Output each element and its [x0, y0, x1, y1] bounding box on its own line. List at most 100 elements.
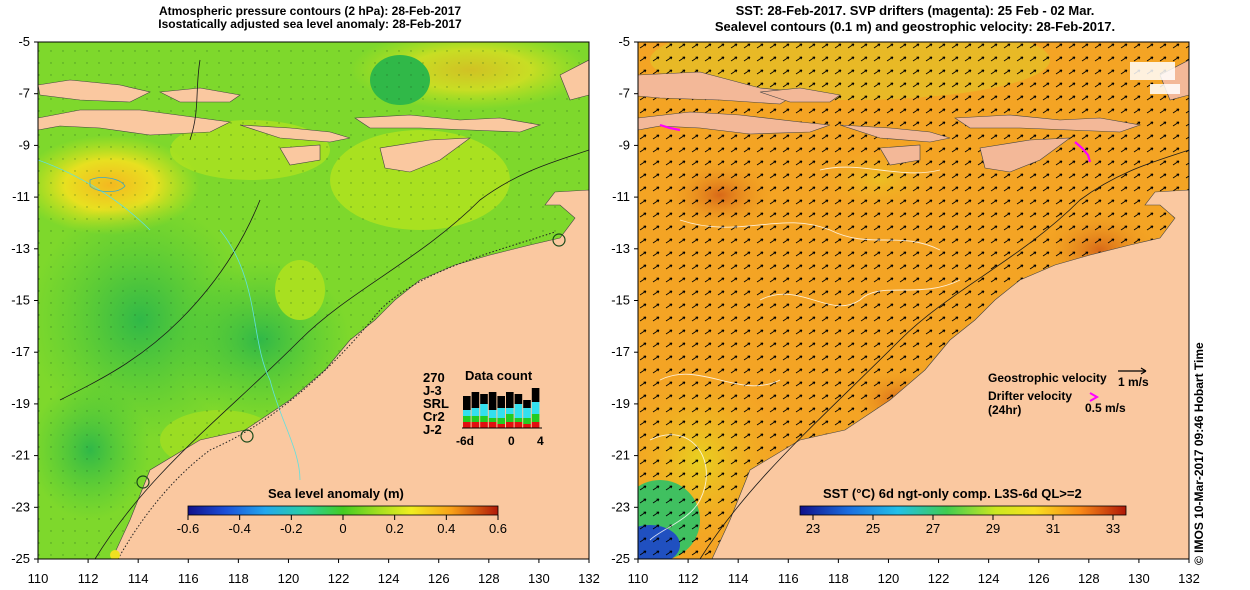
data-count-bar-segment — [506, 408, 514, 414]
right-lon-tick-label: 112 — [678, 571, 699, 586]
right-lon-tick-label: 124 — [978, 571, 1000, 586]
drifter-scale-arrow — [1089, 392, 1100, 402]
data-count-bar-segment — [514, 422, 523, 428]
right-lon-tick-label: 126 — [1028, 571, 1050, 586]
geostrophic-velocity-label: Geostrophic velocity — [988, 371, 1107, 385]
data-count-max: 270 — [423, 370, 445, 385]
data-count-bar-segment — [463, 422, 471, 428]
left-lat-tick-label: -21 — [11, 448, 30, 463]
left-lon-tick-label: 122 — [328, 571, 350, 586]
data-count-title: Data count — [465, 368, 533, 383]
data-count-bar-segment — [471, 422, 480, 428]
data-count-bar-segment — [480, 416, 488, 422]
right-lat-axis: -5 -7 -9 -11 -13 -15 -17 -19 -21 -23 -25 — [611, 34, 638, 566]
left-lat-axis: -5 -7 -9 -11 -13 -15 -17 -19 -21 -23 -25 — [11, 34, 38, 566]
left-lat-tick-label: -11 — [12, 189, 30, 204]
data-count-bar-segment — [531, 422, 540, 428]
left-lon-tick-label: 130 — [528, 571, 550, 586]
right-lat-tick-label: -11 — [612, 189, 630, 204]
data-count-bar-segment — [463, 416, 471, 422]
ssl-colorbar-tick-label: -0.4 — [228, 521, 250, 536]
geostrophic-scale-arrow — [1118, 367, 1147, 375]
data-count-bar-segment — [480, 422, 488, 428]
right-title-line2: Sealevel contours (0.1 m) and geostrophi… — [714, 19, 1116, 34]
drifter-velocity-sublabel: (24hr) — [988, 403, 1021, 417]
data-count-bar-segment — [463, 410, 471, 416]
sst-colorbar-tick-label: 27 — [926, 521, 940, 536]
data-count-bar-segment — [471, 392, 480, 408]
data-count-tick-neg6: -6d — [456, 434, 474, 448]
right-lat-tick-label: -17 — [611, 344, 630, 359]
data-count-bar-segment — [523, 408, 531, 418]
right-lat-tick-label: -9 — [618, 137, 630, 152]
sea-level-anomaly-map — [38, 42, 589, 559]
right-lon-axis: 110 112 114 116 118 120 122 124 126 128 130 132 — [628, 559, 1200, 586]
right-lon-tick-label: 114 — [728, 571, 749, 586]
left-lat-tick-label: -13 — [11, 241, 30, 256]
right-lat-tick-label: -19 — [611, 396, 630, 411]
ssl-colorbar-tick-label: -0.6 — [177, 521, 199, 536]
data-count-bar-segment — [471, 408, 480, 416]
left-lon-tick-label: 114 — [128, 571, 149, 586]
left-lat-tick-label: -23 — [11, 499, 30, 514]
drifter-scale-label: 0.5 m/s — [1085, 401, 1126, 415]
data-count-tick-4: 4 — [537, 434, 544, 448]
left-lat-tick-label: -15 — [11, 293, 30, 308]
data-count-bar-segment — [488, 418, 497, 422]
ssl-colorbar: Sea level anomaly (m) -0.6 -0.4 -0.2 0 0.2 0.… — [177, 486, 507, 536]
right-lon-tick-label: 120 — [878, 571, 900, 586]
data-count-bar-segment — [523, 418, 531, 424]
left-lat-tick-label: -5 — [18, 34, 30, 49]
data-count-bar-segment — [471, 416, 480, 422]
ssl-colorbar-tick-label: 0.2 — [386, 521, 404, 536]
right-lon-tick-label: 128 — [1078, 571, 1100, 586]
sst-colorbar-tick-label: 31 — [1046, 521, 1060, 536]
data-count-bar-segment — [497, 408, 505, 418]
left-lon-tick-label: 132 — [578, 571, 600, 586]
sst-colorbar-tick-label: 33 — [1106, 521, 1120, 536]
data-count-bar-segment — [463, 396, 471, 410]
sst-colorbar-label: SST (°C) 6d ngt-only comp. L3S-6d QL>=2 — [823, 486, 1082, 501]
ssl-colorbar-tick-label: 0.6 — [489, 521, 507, 536]
right-lon-tick-label: 130 — [1128, 571, 1150, 586]
left-lon-tick-label: 110 — [28, 571, 49, 586]
data-count-bar-segment — [497, 418, 505, 424]
left-lon-tick-label: 118 — [228, 571, 249, 586]
right-lat-tick-label: -21 — [611, 448, 630, 463]
right-lon-tick-label: 110 — [628, 571, 649, 586]
mission-cr2-label: Cr2 — [423, 409, 445, 424]
right-panel-title: SST: 28-Feb-2017. SVP drifters (magenta)… — [640, 3, 1190, 35]
right-lat-tick-label: -5 — [618, 34, 630, 49]
data-count-bar-segment — [531, 388, 540, 402]
ssl-colorbar-tick-label: -0.2 — [280, 521, 302, 536]
left-lon-tick-label: 128 — [478, 571, 500, 586]
data-count-bar-segment — [480, 394, 488, 404]
data-count-bar-segment — [531, 414, 540, 422]
data-count-tick-0: 0 — [508, 434, 515, 448]
data-count-bars — [463, 388, 540, 428]
left-lat-tick-label: -7 — [18, 86, 30, 101]
right-lon-tick-label: 118 — [828, 571, 849, 586]
sst-colorbar-tick-label: 29 — [986, 521, 1000, 536]
data-count-bar-segment — [514, 394, 523, 404]
left-lat-tick-label: -9 — [18, 137, 30, 152]
data-count-bar-segment — [506, 392, 514, 408]
left-lat-tick-label: -17 — [11, 344, 30, 359]
left-title-line2: Isostatically adjusted sea level anomaly… — [158, 17, 462, 31]
left-lat-tick-label: -19 — [11, 396, 30, 411]
drifter-velocity-label: Drifter velocity — [988, 389, 1072, 403]
right-lat-tick-label: -7 — [618, 86, 630, 101]
ssl-colorbar-tick-label: 0 — [339, 521, 346, 536]
mission-srl-label: SRL — [423, 396, 449, 411]
left-lat-tick-label: -25 — [11, 551, 30, 566]
ssl-colorbar-tick-label: 0.4 — [437, 521, 455, 536]
mission-j2-label: J-2 — [423, 422, 442, 437]
data-count-bar-segment — [497, 424, 505, 428]
mission-j3-label: J-3 — [423, 383, 442, 398]
right-lat-tick-label: -13 — [611, 241, 630, 256]
right-lat-tick-label: -23 — [611, 499, 630, 514]
geostrophic-scale-label: 1 m/s — [1118, 375, 1149, 389]
data-count-bar-segment — [531, 402, 540, 414]
left-lon-tick-label: 126 — [428, 571, 450, 586]
